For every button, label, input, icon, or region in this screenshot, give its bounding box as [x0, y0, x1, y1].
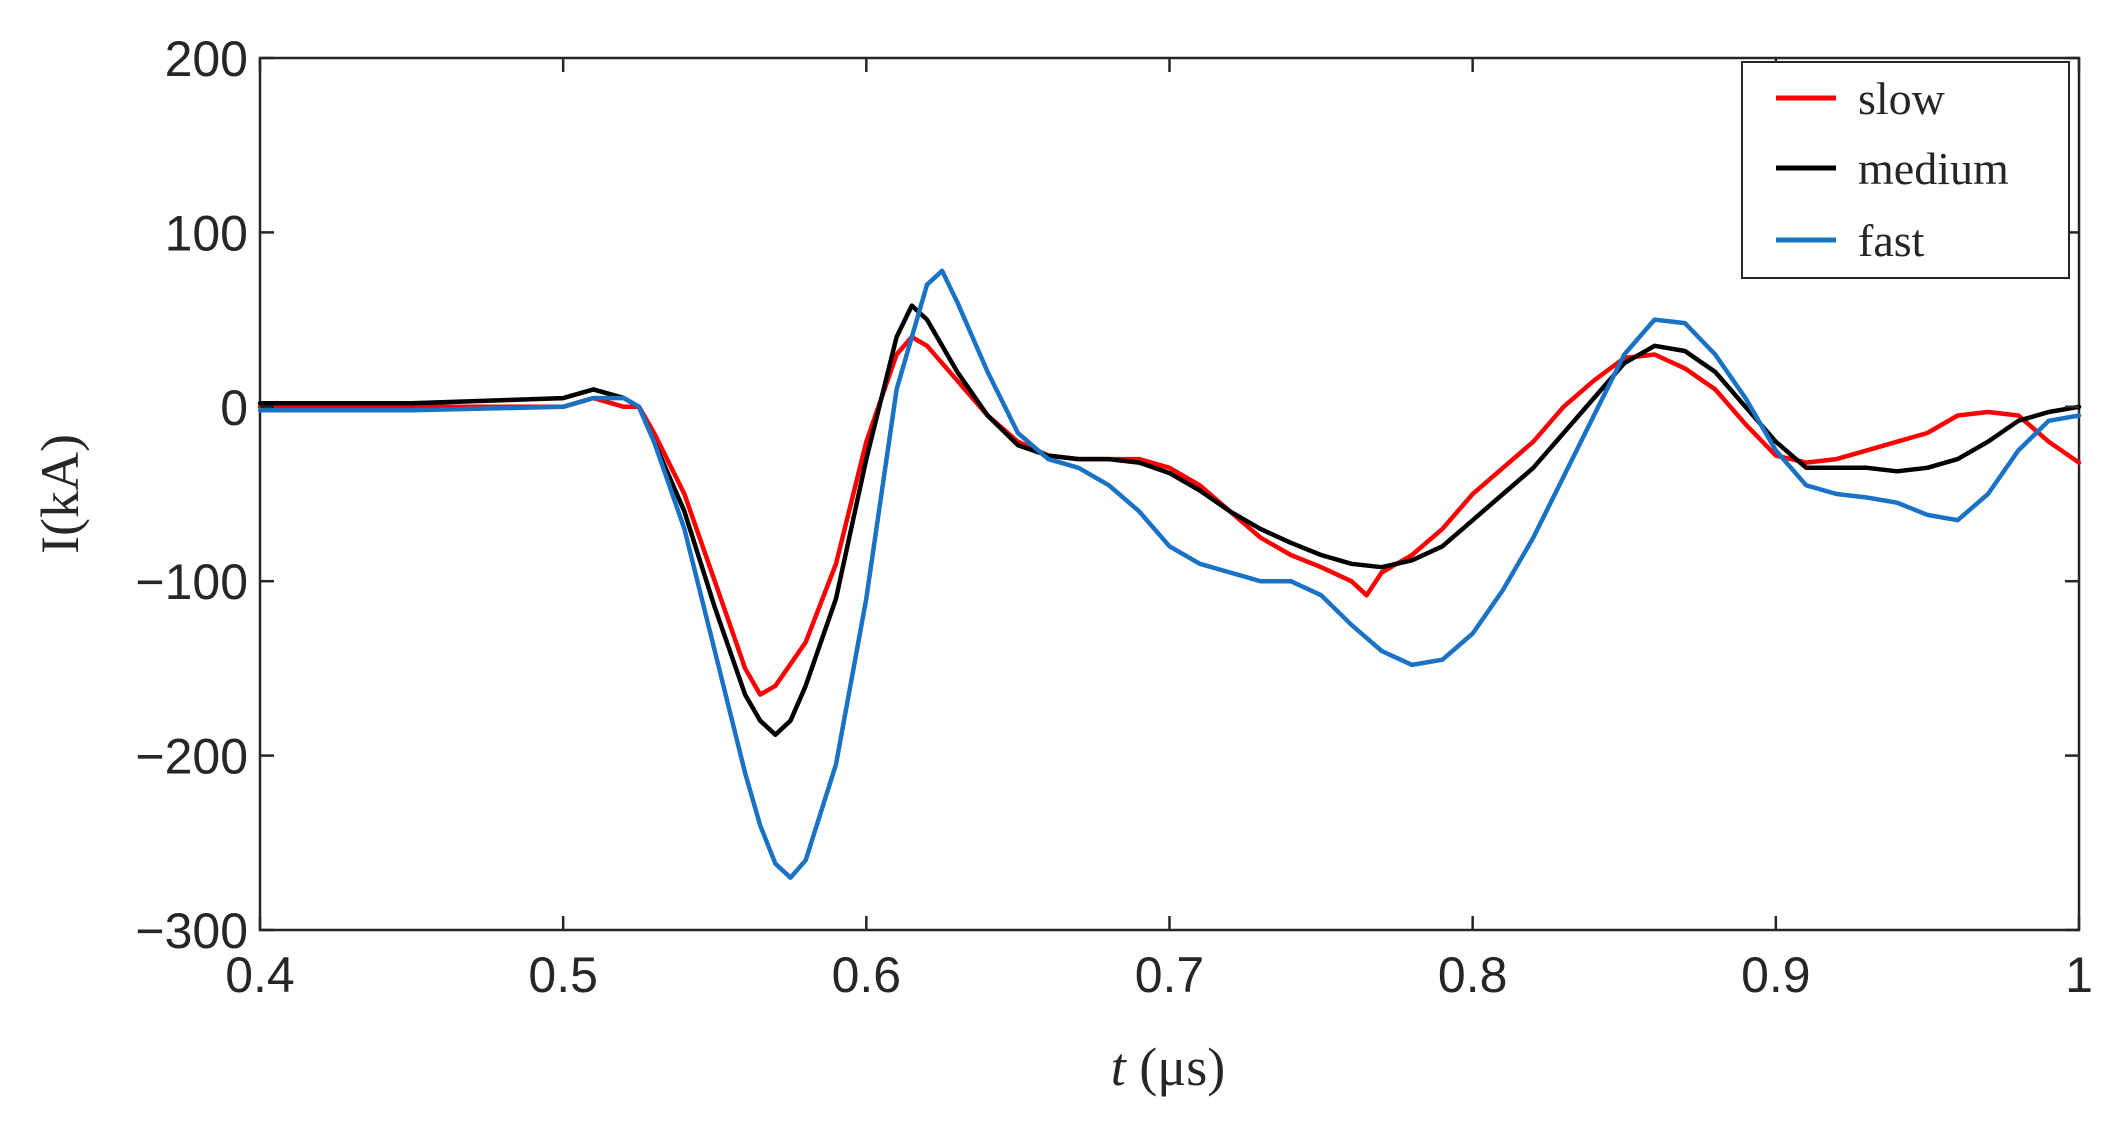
y-tick-label: −200 — [135, 729, 248, 785]
x-tick-label: 0.6 — [832, 947, 902, 1003]
legend-label-medium: medium — [1858, 143, 2009, 194]
series-line-fast — [257, 268, 2082, 880]
y-tick-label: 0 — [220, 380, 248, 436]
tick-layer: 0.4 0.5 0.6 0.7 0.8 0.9 1 200 100 0 −100 −200 −300 — [135, 31, 2093, 1003]
y-axis-label: I(kA) — [30, 434, 90, 554]
y-tick-label: 200 — [165, 31, 248, 87]
x-tick-label: 0.8 — [1438, 947, 1508, 1003]
x-axis-label: t (μs) — [1111, 1037, 1225, 1097]
y-tick-label: 100 — [165, 205, 248, 261]
x-tick-label: 1 — [2065, 947, 2093, 1003]
series-line-medium — [257, 303, 2082, 737]
x-tick-label: 0.7 — [1135, 947, 1205, 1003]
y-tick-label: −100 — [135, 554, 248, 610]
legend-label-fast: fast — [1858, 215, 1925, 266]
series-layer — [257, 268, 2082, 880]
legend: slow medium fast — [1741, 61, 2070, 279]
legend-label-slow: slow — [1858, 73, 1946, 124]
x-axis-label-variable: t — [1111, 1037, 1128, 1097]
x-tick-label: 0.4 — [225, 947, 295, 1003]
x-tick-label: 0.5 — [528, 947, 598, 1003]
x-tick-label: 0.9 — [1741, 947, 1811, 1003]
y-tick-label: −300 — [135, 903, 248, 959]
x-axis-label-unit: (μs) — [1126, 1037, 1225, 1097]
